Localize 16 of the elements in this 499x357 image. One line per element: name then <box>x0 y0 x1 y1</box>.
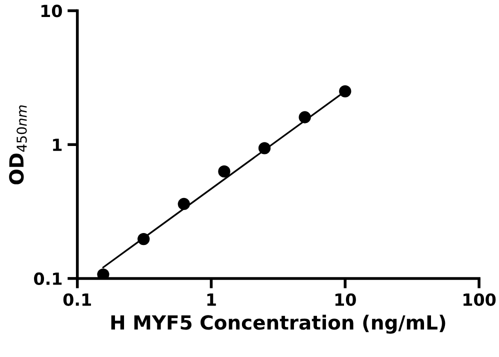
point <box>178 198 190 210</box>
point <box>339 85 352 98</box>
x-tick-label: 10 <box>335 293 356 306</box>
x-axis-title: H MYF5 Concentration (ng/mL) <box>111 314 446 334</box>
point <box>97 268 110 278</box>
point <box>218 165 230 178</box>
point <box>258 142 271 154</box>
y-tick-label: 10 <box>41 4 62 18</box>
y-tick-label: 1 <box>53 138 62 151</box>
x-tick-label: 100 <box>464 293 496 306</box>
point <box>298 111 311 124</box>
x-tick-label: 1 <box>207 294 216 306</box>
x-tick-label: 0.1 <box>63 293 91 306</box>
y-tick-label: 0.1 <box>34 272 62 286</box>
point <box>138 232 150 246</box>
y-axis-title: OD$_{450nm}$ <box>9 105 27 184</box>
